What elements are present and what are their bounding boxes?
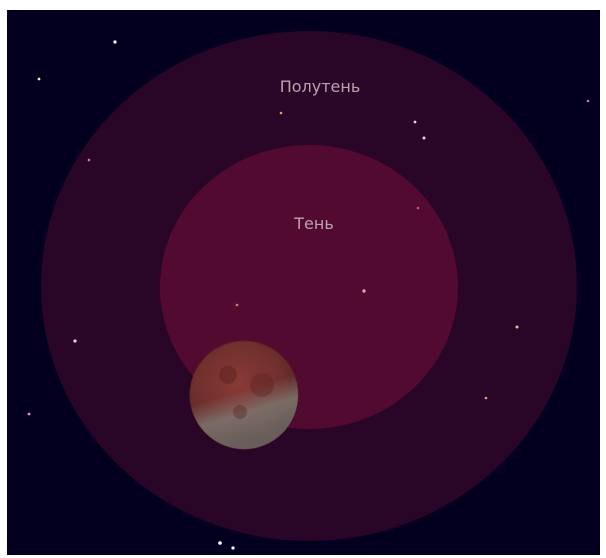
moon [190, 341, 298, 449]
umbra-label: Тень [293, 214, 334, 233]
penumbra-label: Полутень [280, 77, 361, 96]
eclipse-diagram: Полутень Тень [0, 0, 606, 558]
page: Полутень Тень (() => { const data = JSON… [0, 0, 606, 558]
